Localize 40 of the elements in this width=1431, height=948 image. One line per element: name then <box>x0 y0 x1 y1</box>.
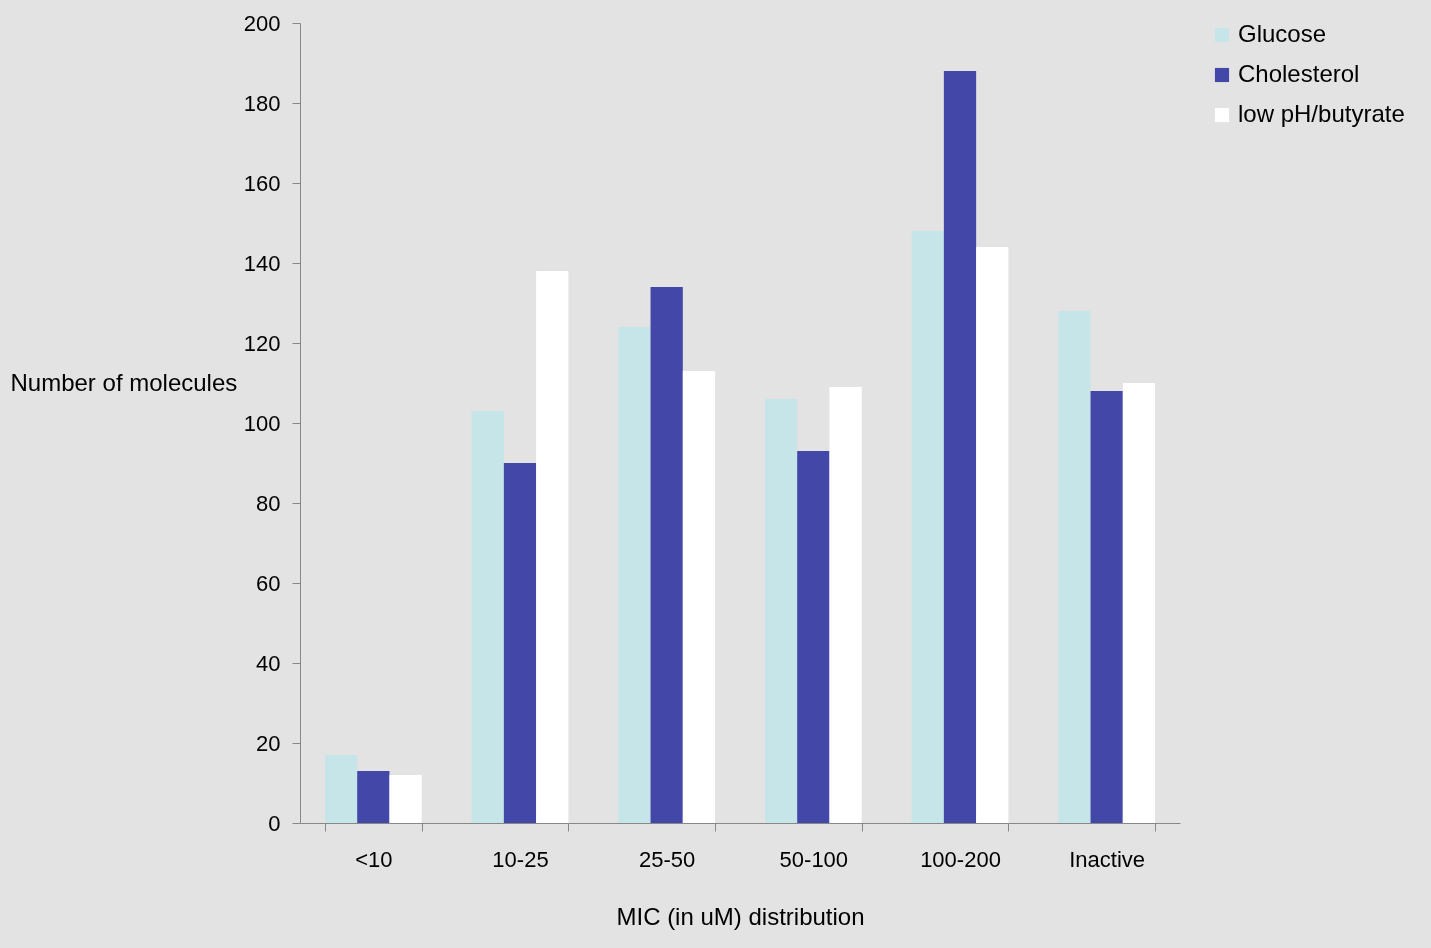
y-tick-label: 60 <box>256 570 281 596</box>
bar <box>324 755 358 823</box>
x-axis-title: MIC (in uM) distribution <box>616 902 865 930</box>
y-tick-label: 120 <box>243 330 281 356</box>
x-tick-label: 100-200 <box>920 846 1001 872</box>
bar <box>389 775 422 823</box>
bar <box>976 247 1009 823</box>
bar <box>1090 391 1123 823</box>
y-tick-label: 100 <box>243 410 281 436</box>
y-tick-label: 20 <box>256 730 281 756</box>
bar <box>357 771 390 823</box>
y-axis-title: Number of molecules <box>10 368 238 396</box>
x-tick-label: <10 <box>355 846 393 872</box>
bar <box>829 387 862 823</box>
bar <box>764 399 798 823</box>
y-tick-label: 160 <box>243 170 281 196</box>
bar <box>911 231 944 823</box>
bar <box>536 271 569 823</box>
bar <box>682 371 716 823</box>
bar <box>618 327 651 823</box>
bar <box>797 451 830 823</box>
x-tick-label: 50-100 <box>779 846 849 872</box>
bar <box>1122 383 1156 823</box>
x-tick-label: 10-25 <box>492 846 549 872</box>
bar <box>1058 311 1091 823</box>
y-tick-label: 180 <box>243 90 281 116</box>
y-tick-label: 40 <box>256 650 281 676</box>
x-tick-label: 25-50 <box>639 846 696 872</box>
bar <box>471 411 504 823</box>
y-tick-label: 200 <box>243 10 281 36</box>
legend-label: low pH/butyrate <box>1238 100 1405 127</box>
y-tick-label: 0 <box>268 810 281 836</box>
bar <box>650 287 683 823</box>
legend-label: Glucose <box>1238 20 1327 47</box>
bar <box>943 71 977 823</box>
y-tick-label: 140 <box>243 250 281 276</box>
y-tick-label: 80 <box>256 490 281 516</box>
bar <box>503 463 537 823</box>
x-tick-label: Inactive <box>1069 846 1146 872</box>
legend-label: Cholesterol <box>1238 60 1360 87</box>
